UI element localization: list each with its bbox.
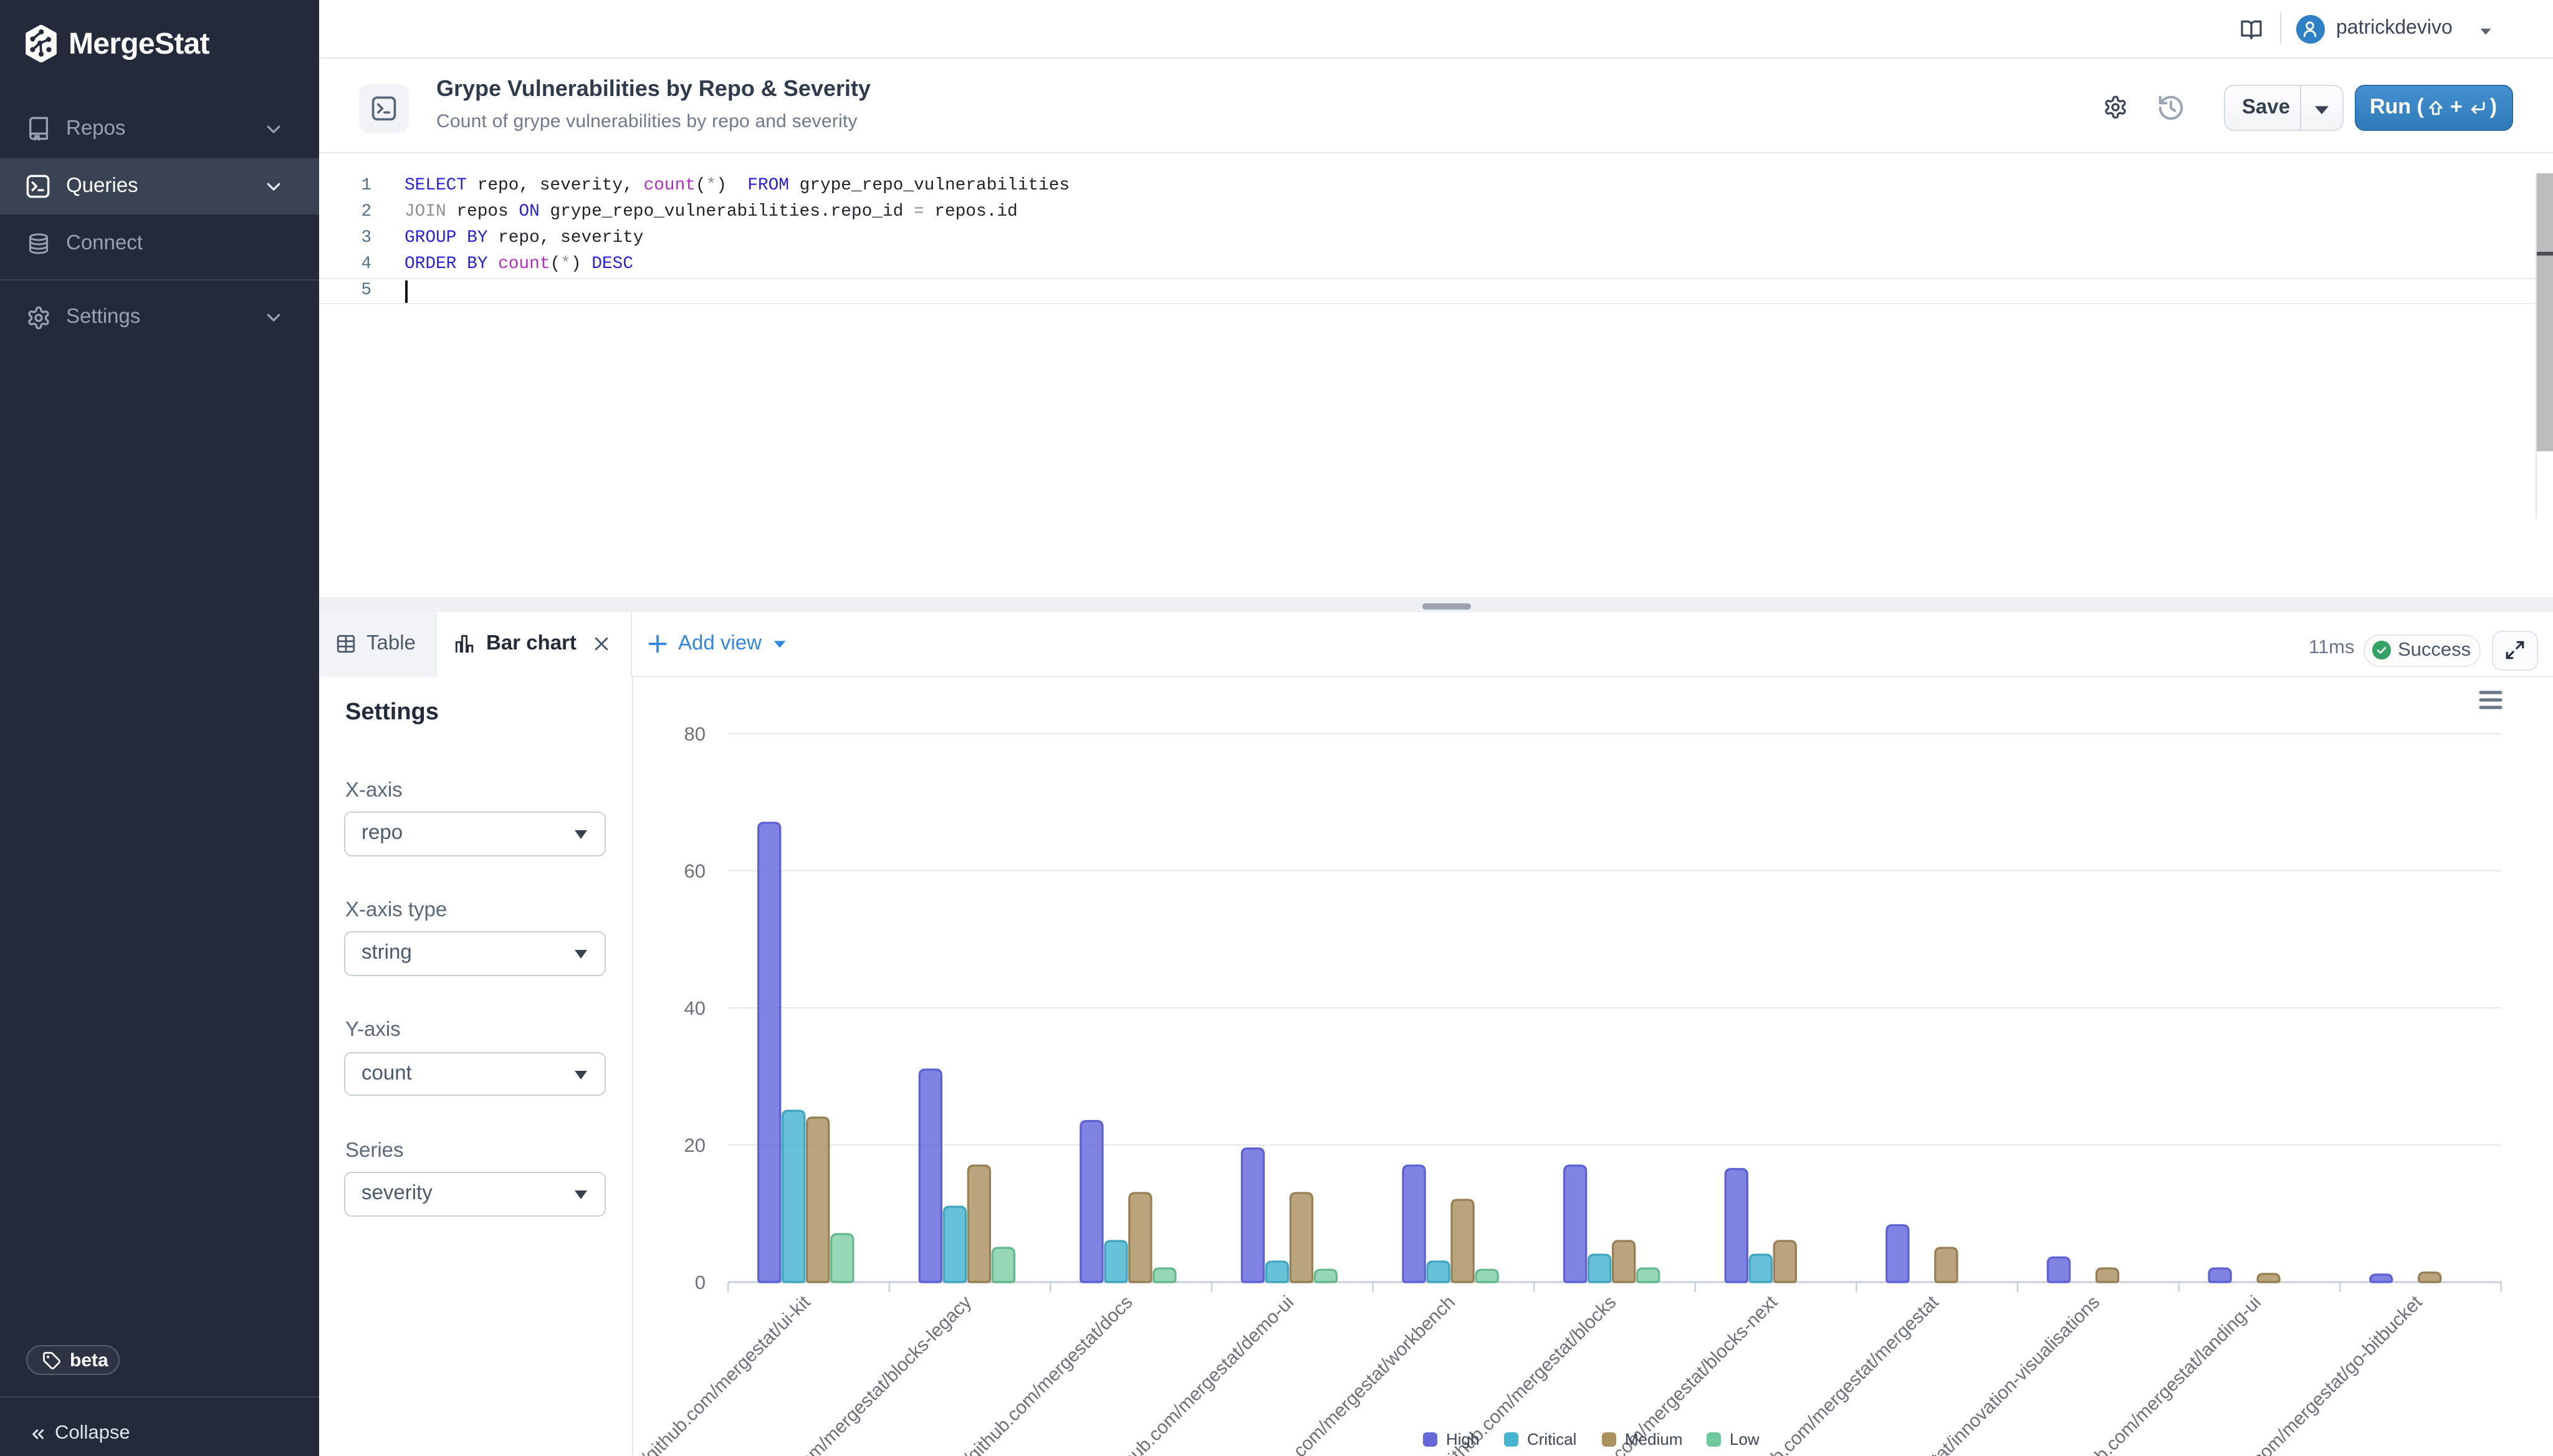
svg-text:https://github.com/mergestat/g: https://github.com/mergestat/go-bitbucke… [2168,1291,2426,1456]
svg-text:https://github.com/mergestat/i: https://github.com/mergestat/innovation-… [1775,1291,2104,1456]
svg-text:https://github.com/mergestat/u: https://github.com/mergestat/ui-kit [633,1291,814,1456]
svg-text:https://github.com/mergestat/w: https://github.com/mergestat/workbench [1209,1291,1458,1456]
svg-text:https://github.com/mergestat/b: https://github.com/mergestat/blocks-lega… [710,1291,975,1456]
svg-text:https://github.com/mergestat/l: https://github.com/mergestat/landing-ui [2022,1291,2264,1456]
svg-text:40: 40 [684,997,705,1018]
svg-text:0: 0 [694,1271,705,1293]
svg-text:Medium: Medium [1624,1429,1682,1448]
svg-text:High: High [1445,1429,1478,1448]
svg-text:20: 20 [684,1134,705,1156]
svg-text:60: 60 [684,860,705,881]
svg-text:Low: Low [1729,1429,1759,1448]
svg-text:Critical: Critical [1526,1429,1576,1448]
svg-text:80: 80 [684,722,705,744]
